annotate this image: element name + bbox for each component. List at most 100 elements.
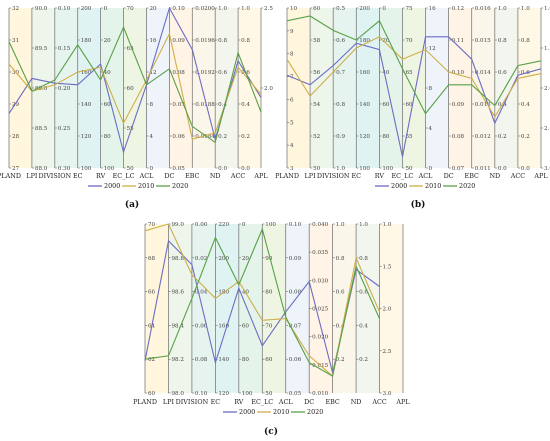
tick-label: 60 (104, 102, 112, 108)
tick-label: 0.09 (452, 102, 465, 108)
chart-panel: 272829303132PLAND88.088.589.089.590.0LPI… (0, 6, 273, 210)
tick-label: 70 (265, 323, 273, 329)
tick-label: 0.10 (172, 6, 185, 12)
tick-label: 2.5 (383, 349, 392, 355)
axis-name: EC_LC (251, 398, 273, 406)
tick-label: 0.011 (475, 166, 491, 172)
tick-label: 0.8 (498, 38, 507, 44)
series-line-2010 (8, 31, 262, 140)
axis-band (402, 8, 426, 168)
tick-label: 2.0 (544, 86, 550, 92)
axis-name: ND (489, 172, 500, 180)
tick-label: 4 (149, 134, 153, 140)
tick-label: 1.0 (218, 6, 227, 12)
tick-label: 20 (242, 256, 250, 262)
tick-label: 0 (104, 6, 108, 12)
legend-label: 2010 (138, 182, 154, 190)
axis-band (146, 8, 170, 168)
axis-band (168, 224, 192, 393)
tick-label: 4 (429, 126, 433, 132)
tick-label: 0.8 (241, 38, 250, 44)
axis-name: DIVISION (317, 172, 350, 180)
tick-label: 70 (405, 38, 413, 44)
tick-label: 200 (218, 256, 229, 262)
tick-label: 0.2 (521, 134, 530, 140)
axis-name: EBC (185, 172, 199, 180)
tick-label: 54 (313, 102, 321, 108)
tick-label: 80 (104, 134, 112, 140)
tick-label: 0.5 (336, 6, 345, 12)
tick-label: 65 (405, 70, 413, 76)
axis-name: LPI (163, 398, 175, 406)
tick-label: 98.2 (171, 357, 184, 363)
tick-label: 50 (265, 391, 273, 397)
legend-label: 2020 (459, 182, 475, 190)
legend-label: 2000 (239, 408, 255, 416)
axis-name: ACC (230, 172, 246, 180)
tick-label: 200 (359, 6, 370, 12)
axis-name: DIVISION (176, 398, 209, 406)
tick-label: 0.015 (475, 38, 491, 44)
axis-band (238, 8, 261, 168)
tick-label: 56 (313, 70, 321, 76)
tick-label: 89.5 (35, 46, 48, 52)
tick-label: 52 (313, 134, 321, 140)
tick-label: 28 (12, 134, 20, 140)
tick-label: 50 (405, 166, 413, 172)
tick-label: 1.5 (383, 264, 392, 270)
tick-label: 0.2 (218, 134, 227, 140)
axis-name: DIVISION (39, 172, 72, 180)
tick-label: 0.00 (195, 222, 208, 228)
axis-band (379, 224, 403, 393)
tick-label: 0.11 (452, 38, 464, 44)
tick-label: 62 (148, 357, 156, 363)
tick-label: 60 (265, 357, 273, 363)
legend-label: 2010 (425, 182, 441, 190)
tick-label: 0.0196 (195, 38, 215, 44)
tick-label: 0.05 (172, 166, 185, 172)
tick-label: 20 (382, 38, 390, 44)
axis-band (448, 8, 472, 168)
axis-band (238, 224, 263, 393)
tick-label: 0.04 (195, 290, 208, 296)
tick-label: 0.025 (312, 307, 328, 313)
tick-label: 65 (127, 46, 135, 52)
chart-panel: 345678910PLAND505254565860LPI1.00.90.80.… (275, 6, 550, 210)
tick-label: 0.0188 (195, 102, 215, 108)
tick-label: 0.6 (359, 290, 368, 296)
tick-label: 0.4 (521, 102, 530, 108)
tick-label: 31 (12, 38, 19, 44)
axis-name: DC (304, 398, 314, 406)
axis-name: EC (211, 398, 221, 406)
axis-name: APL (253, 172, 268, 180)
axis-name: LPI (26, 172, 38, 180)
legend-label: 2000 (391, 182, 407, 190)
tick-label: 60 (382, 102, 390, 108)
tick-label: 0.06 (289, 357, 302, 363)
axis-band (215, 224, 239, 393)
tick-label: 120 (81, 134, 92, 140)
tick-label: 99.0 (171, 222, 184, 228)
tick-label: 0.2 (359, 357, 368, 363)
axis-name: EC (351, 172, 361, 180)
tick-label: 0.06 (172, 134, 185, 140)
axis-band (517, 8, 541, 168)
tick-label: 0.07 (452, 166, 465, 172)
tick-label: 100 (359, 166, 370, 172)
tick-label: 0.4 (218, 102, 227, 108)
axis-band (285, 224, 310, 393)
tick-label: 220 (218, 222, 229, 228)
tick-label: 0.010 (312, 391, 328, 397)
axis-name: PLAND (275, 172, 299, 180)
tick-label: 40 (382, 70, 390, 76)
tick-label: 3 (290, 166, 294, 172)
tick-label: 1.0 (336, 222, 345, 228)
tick-label: 180 (359, 38, 370, 44)
tick-label: 0.0200 (195, 6, 215, 12)
axis-name: RV (375, 172, 385, 180)
tick-label: 0.08 (452, 134, 465, 140)
axis-band (145, 224, 169, 393)
tick-label: 98.8 (171, 256, 184, 262)
axis-band (356, 8, 380, 168)
